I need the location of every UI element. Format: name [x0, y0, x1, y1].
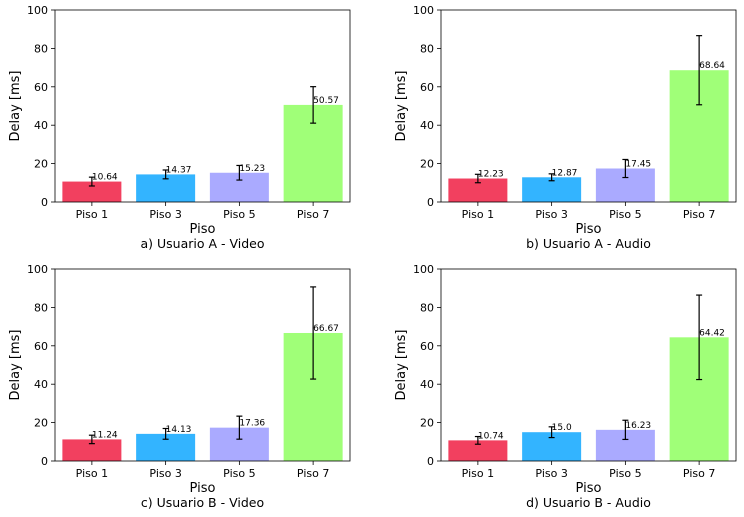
- y-tick-label: 100: [413, 263, 434, 276]
- error-bar: [622, 419, 629, 441]
- x-tick-label: Piso 1: [76, 208, 108, 221]
- y-tick-label: 100: [413, 4, 434, 17]
- error-bar: [88, 176, 95, 187]
- data-label: 14.13: [166, 425, 192, 435]
- error-bar: [696, 35, 703, 106]
- x-axis-label: Piso: [190, 222, 216, 237]
- y-tick-label: 60: [34, 340, 48, 353]
- x-tick-label: Piso 3: [149, 208, 181, 221]
- bar-piso-1: [62, 181, 122, 202]
- y-tick-label: 60: [34, 81, 48, 94]
- x-tick-label: Piso 5: [223, 208, 255, 221]
- x-tick-label: Piso 7: [683, 467, 715, 480]
- y-tick-label: 20: [420, 417, 434, 430]
- x-tick-label: Piso 5: [609, 467, 641, 480]
- y-axis-label: Delay [ms]: [8, 71, 23, 142]
- x-tick-label: Piso 7: [683, 208, 715, 221]
- y-tick-label: 0: [41, 455, 48, 468]
- data-label: 10.64: [92, 173, 118, 183]
- x-axis-label: Piso: [576, 481, 602, 496]
- data-label: 12.23: [478, 170, 504, 180]
- x-tick-label: Piso 5: [223, 467, 255, 480]
- y-tick-label: 0: [41, 196, 48, 209]
- y-tick-label: 20: [420, 158, 434, 171]
- data-label: 14.37: [166, 165, 192, 175]
- error-bar: [474, 173, 481, 184]
- y-tick-label: 80: [34, 42, 48, 55]
- error-bar: [548, 426, 555, 439]
- y-tick-label: 0: [427, 196, 434, 209]
- bar-piso-3: [522, 177, 582, 202]
- y-tick-label: 40: [420, 119, 434, 132]
- plot-frame: [54, 268, 351, 462]
- plot-frame: [440, 9, 737, 203]
- y-tick-label: 60: [420, 81, 434, 94]
- x-tick-label: Piso 7: [297, 467, 329, 480]
- error-bar: [548, 173, 555, 182]
- chart-panel-3: 11.24 Piso 1 14.13 Piso 3 17.36 Piso 5 66.67 Pi…: [8, 263, 351, 510]
- x-tick-label: Piso 1: [462, 467, 494, 480]
- data-label: 16.23: [625, 421, 651, 431]
- y-axis-label: Delay [ms]: [394, 330, 409, 401]
- data-label: 64.42: [699, 328, 725, 338]
- error-bar: [474, 435, 481, 445]
- data-label: 12.87: [552, 168, 578, 178]
- error-bar: [162, 169, 169, 180]
- bar-piso-1: [448, 440, 508, 461]
- y-tick-label: 40: [420, 378, 434, 391]
- panel-caption: b) Usuario A - Audio: [526, 236, 651, 251]
- error-bar: [310, 286, 317, 380]
- data-label: 68.64: [699, 61, 725, 71]
- x-axis-label: Piso: [576, 222, 602, 237]
- y-tick-label: 80: [420, 301, 434, 314]
- y-tick-label: 20: [34, 158, 48, 171]
- x-tick-label: Piso 1: [76, 467, 108, 480]
- x-tick-label: Piso 3: [535, 208, 567, 221]
- error-bar: [236, 415, 243, 440]
- panel-caption: c) Usuario B - Video: [141, 495, 264, 510]
- error-bar: [162, 427, 169, 440]
- error-bar: [622, 158, 629, 179]
- data-label: 17.36: [239, 419, 265, 429]
- data-label: 10.74: [478, 431, 504, 441]
- plot-frame: [54, 9, 351, 203]
- y-tick-label: 100: [27, 263, 48, 276]
- bar-piso-1: [62, 439, 122, 461]
- error-bar: [310, 86, 317, 124]
- error-bar: [236, 164, 243, 181]
- data-label: 17.45: [625, 159, 651, 169]
- plot-frame: [440, 268, 737, 462]
- y-tick-label: 0: [427, 455, 434, 468]
- error-bar: [88, 434, 95, 445]
- x-tick-label: Piso 3: [535, 467, 567, 480]
- chart-panel-4: 10.74 Piso 1 15.0 Piso 3 16.23 Piso 5 64.42 Pis…: [394, 263, 737, 510]
- y-tick-label: 100: [27, 4, 48, 17]
- y-tick-label: 60: [420, 340, 434, 353]
- y-tick-label: 40: [34, 378, 48, 391]
- data-label: 15.23: [239, 164, 265, 174]
- x-tick-label: Piso 1: [462, 208, 494, 221]
- chart-panel-1: 10.64 Piso 1 14.37 Piso 3 15.23 Piso 5 50.57 Pi…: [8, 4, 351, 251]
- y-tick-label: 20: [34, 417, 48, 430]
- y-tick-label: 40: [34, 119, 48, 132]
- x-axis-label: Piso: [190, 481, 216, 496]
- data-label: 11.24: [92, 430, 118, 440]
- data-label: 50.57: [313, 96, 339, 106]
- y-tick-label: 80: [420, 42, 434, 55]
- data-label: 15.0: [552, 423, 572, 433]
- chart-panel-2: 12.23 Piso 1 12.87 Piso 3 17.45 Piso 5 68.64 Pi…: [394, 4, 737, 251]
- y-tick-label: 80: [34, 301, 48, 314]
- bar-piso-1: [448, 178, 508, 202]
- y-axis-label: Delay [ms]: [8, 330, 23, 401]
- x-tick-label: Piso 3: [149, 467, 181, 480]
- panel-caption: a) Usuario A - Video: [140, 236, 264, 251]
- x-tick-label: Piso 7: [297, 208, 329, 221]
- error-bar: [696, 294, 703, 381]
- data-label: 66.67: [313, 324, 339, 334]
- y-axis-label: Delay [ms]: [394, 71, 409, 142]
- x-tick-label: Piso 5: [609, 208, 641, 221]
- panel-caption: d) Usuario B - Audio: [526, 495, 651, 510]
